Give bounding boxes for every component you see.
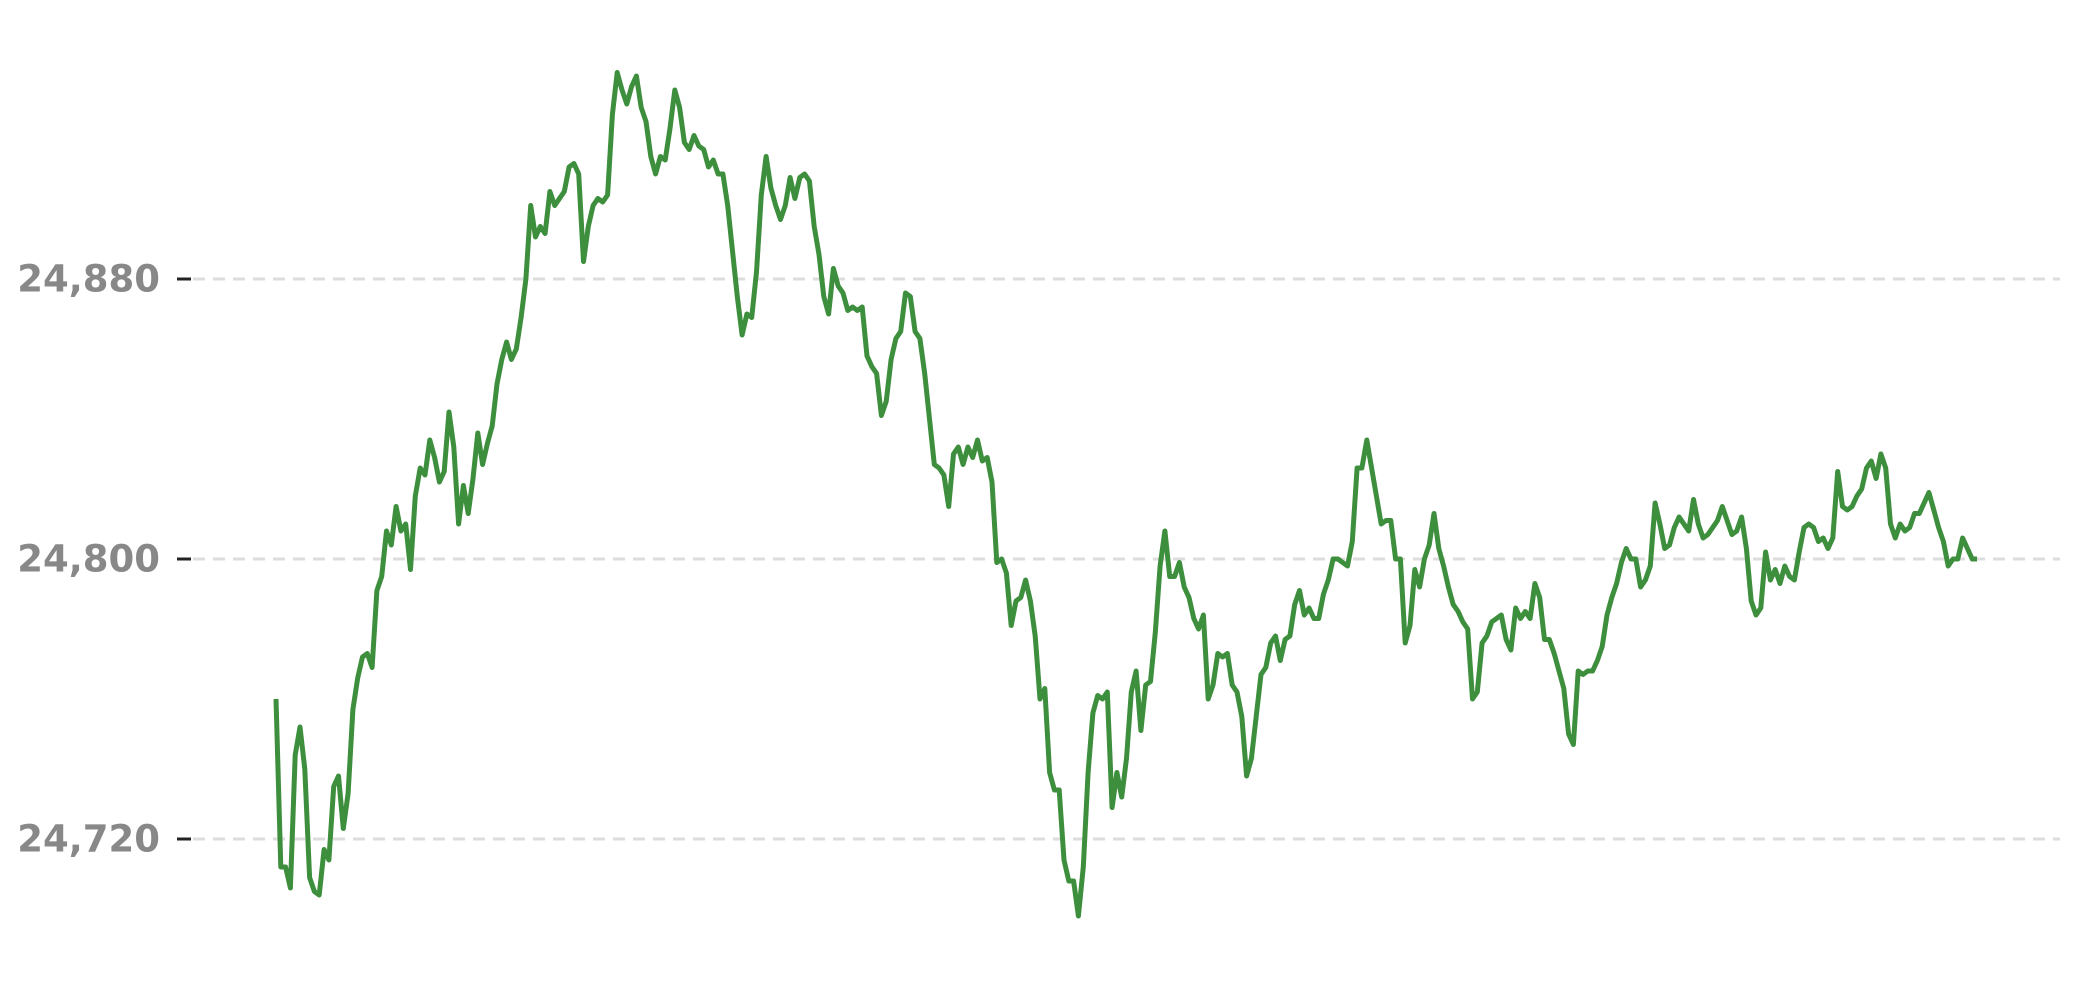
price-line [273, 70, 1977, 919]
y-tick-label: 24,800 [17, 538, 160, 581]
y-tick-label: 24,880 [17, 258, 160, 301]
y-tick-label: 24,720 [17, 818, 160, 861]
